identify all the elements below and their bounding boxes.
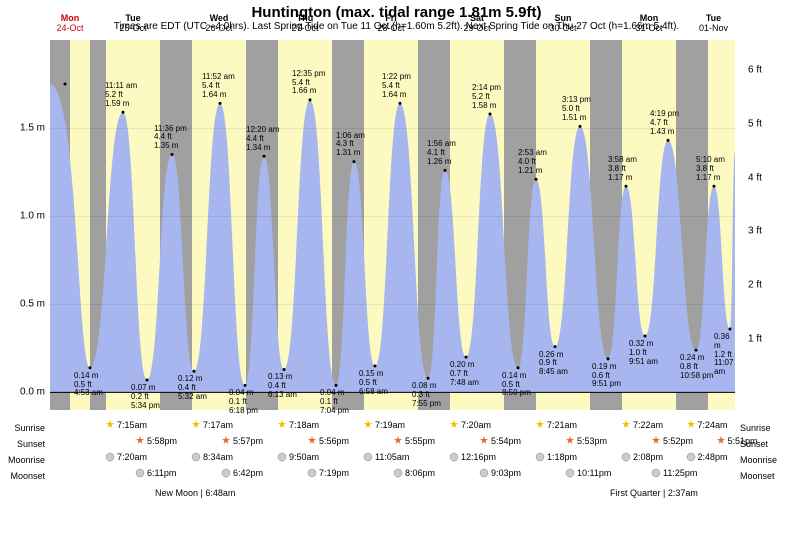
y-tick-right: 6 ft [748, 65, 762, 76]
moonset-cell: 9:03pm [479, 468, 521, 478]
moonrise-cell: 1:18pm [535, 452, 577, 462]
row-label-left: Sunset [0, 439, 51, 449]
moonrise-cell: 12:16pm [449, 452, 496, 462]
low-tide-label: 0.24 m0.8 ft10:58 pm [680, 354, 713, 380]
low-tide-label: 0.20 m0.7 ft7:48 am [450, 361, 479, 387]
row-label-left: Sunrise [0, 423, 51, 433]
day-header: Tue01-Nov [692, 14, 735, 34]
high-tide-label: 11:11 am5.2 ft1.59 m [105, 82, 137, 108]
high-tide-label: 1:56 am4.1 ft1.26 m [427, 140, 456, 166]
high-tide-label: 12:20 am4.4 ft1.34 m [246, 126, 279, 152]
day-header: Sun30-Oct [520, 14, 606, 34]
tide-chart-container: Huntington (max. tidal range 1.81m 5.9ft… [0, 0, 793, 539]
high-tide-label: 3:58 am3.8 ft1.17 m [608, 156, 637, 182]
day-header: Mon24-Oct [50, 14, 90, 34]
row-label-right: Sunrise [734, 423, 785, 433]
y-tick-right: 5 ft [748, 118, 762, 129]
sunset-cell: 5:55pm [393, 436, 435, 446]
high-tide-label: 1:22 pm5.4 ft1.64 m [382, 73, 411, 99]
day-header: Wed26-Oct [176, 14, 262, 34]
sunset-cell: 5:54pm [479, 436, 521, 446]
sunrise-cell: 7:24am [686, 420, 728, 430]
sunrise-cell: 7:19am [363, 420, 405, 430]
moonset-cell: 6:42pm [221, 468, 263, 478]
day-header: Fri28-Oct [348, 14, 434, 34]
low-tide-label: 0.36 m1.2 ft11:07 am [714, 333, 735, 377]
moonrise-cell: 7:20am [105, 452, 147, 462]
sunset-cell: 5:57pm [221, 436, 263, 446]
moonrise-cell: 9:50am [277, 452, 319, 462]
row-label-right: Moonset [734, 471, 785, 481]
y-tick-left: 1.0 m [20, 211, 45, 222]
sun-moon-table: SunriseSunrise7:15am7:17am7:18am7:19am7:… [50, 420, 735, 484]
high-tide-label: 2:53 am4.0 ft1.21 m [518, 149, 547, 175]
sunset-cell: 5:56pm [307, 436, 349, 446]
y-tick-right: 3 ft [748, 226, 762, 237]
row-label-left: Moonset [0, 471, 51, 481]
moonset-cell: 10:11pm [565, 468, 611, 478]
sunrise-cell: 7:17am [191, 420, 233, 430]
day-header: Tue25-Oct [90, 14, 176, 34]
sunset-cell: 5:52pm [651, 436, 693, 446]
high-tide-label: 4:19 pm4.7 ft1.43 m [650, 110, 679, 136]
moonrise-cell: 11:05am [363, 452, 409, 462]
high-tide-label: 11:52 am5.4 ft1.64 m [202, 73, 235, 99]
row-label-left: Moonrise [0, 455, 51, 465]
y-tick-left: 1.5 m [20, 123, 45, 134]
sunset-cell: 5:53pm [565, 436, 607, 446]
moonset-cell: 8:06pm [393, 468, 435, 478]
low-tide-label: 0.13 m0.4 ft6:13 am [268, 373, 297, 399]
low-tide-label: 0.08 m0.3 ft7:55 pm [412, 382, 441, 408]
sunrise-cell: 7:15am [105, 420, 147, 430]
moon-phase-label: First Quarter | 2:37am [610, 488, 698, 498]
sunrise-cell: 7:20am [449, 420, 491, 430]
y-tick-right: 1 ft [748, 333, 762, 344]
high-tide-label: 3:13 pm5.0 ft1.51 m [562, 96, 591, 122]
y-tick-right: 2 ft [748, 279, 762, 290]
moonset-cell: 11:25pm [651, 468, 697, 478]
day-header: Mon31-Oct [606, 14, 692, 34]
moonrise-cell: 2:08pm [621, 452, 663, 462]
low-tide-label: 0.07 m0.2 ft5:34 pm [131, 384, 160, 410]
low-tide-label: 0.32 m1.0 ft9:51 am [629, 340, 658, 366]
y-axis-right: 1 ft 2 ft 3 ft 4 ft 5 ft 6 ft [743, 40, 793, 410]
moonset-cell: 7:19pm [307, 468, 349, 478]
chart-plot-area: Mon24-OctTue25-OctWed26-OctThu27-OctFri2… [50, 40, 735, 410]
moon-phase-label: New Moon | 6:48am [155, 488, 235, 498]
row-label-right: Moonrise [734, 455, 785, 465]
high-tide-label: 2:14 pm5.2 ft1.58 m [472, 84, 501, 110]
sunset-cell: 5:58pm [135, 436, 177, 446]
low-tide-label: 0.14 m0.5 ft8:50 pm [502, 372, 531, 398]
sunrise-cell: 7:22am [621, 420, 663, 430]
moonrise-cell: 2:48pm [686, 452, 728, 462]
high-tide-label: 5:10 am3.8 ft1.17 m [696, 156, 725, 182]
moonset-row: MoonsetMoonset6:11pm6:42pm7:19pm8:06pm9:… [50, 468, 735, 484]
y-axis-left: 0.0 m 0.5 m 1.0 m 1.5 m [0, 40, 50, 410]
y-tick-right: 4 ft [748, 172, 762, 183]
moonrise-cell: 8:34am [191, 452, 233, 462]
high-tide-label: 12:35 pm5.4 ft1.66 m [292, 70, 325, 96]
moonset-cell: 6:11pm [135, 468, 176, 478]
low-tide-label: 0.12 m0.4 ft5:32 am [178, 375, 207, 401]
moonrise-row: MoonriseMoonrise7:20am8:34am9:50am11:05a… [50, 452, 735, 468]
sunrise-cell: 7:18am [277, 420, 319, 430]
sunrise-cell: 7:21am [535, 420, 577, 430]
sunset-cell: 5:51pm [716, 436, 758, 446]
low-tide-label: 0.14 m0.5 ft4:53 am [74, 372, 103, 398]
high-tide-label: 1:06 am4.3 ft1.31 m [336, 132, 365, 158]
sunrise-row: SunriseSunrise7:15am7:17am7:18am7:19am7:… [50, 420, 735, 436]
y-tick-left: 0.5 m [20, 299, 45, 310]
sunset-row: SunsetSunset5:58pm5:57pm5:56pm5:55pm5:54… [50, 436, 735, 452]
day-header: Thu27-Oct [262, 14, 348, 34]
day-header: Sat29-Oct [434, 14, 520, 34]
low-tide-label: 0.26 m0.9 ft8:45 am [539, 351, 568, 377]
y-tick-left: 0.0 m [20, 387, 45, 398]
low-tide-label: 0.19 m0.6 ft9:51 pm [592, 363, 621, 389]
